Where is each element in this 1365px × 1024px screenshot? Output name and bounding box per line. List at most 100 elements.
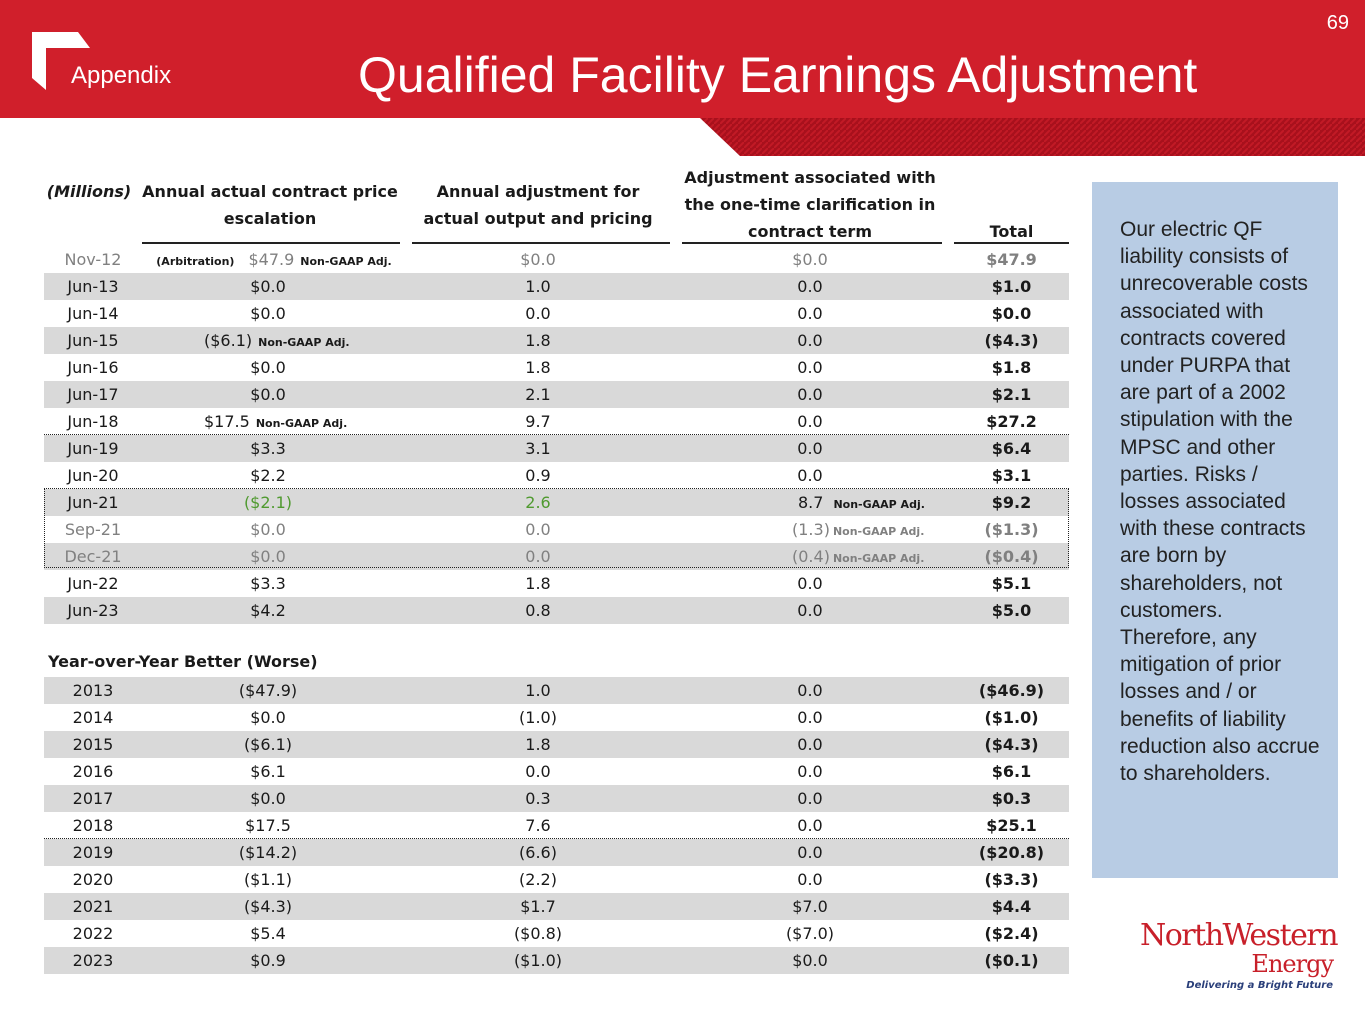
output-cell: 1.8 [525, 574, 551, 593]
period-cell: Jun-16 [67, 358, 119, 377]
output-cell: 0.0 [525, 520, 551, 539]
total-cell: ($4.3) [984, 331, 1039, 350]
total-cell: ($0.1) [984, 951, 1039, 970]
output-cell: 0.0 [525, 304, 551, 323]
price-cell: ($47.9) [238, 681, 298, 700]
period-cell: Jun-18 [67, 412, 119, 431]
price-cell: $17.5 [204, 412, 250, 431]
header-bar: Appendix Qualified Facility Earnings Adj… [0, 0, 1365, 118]
clarification-header-line1: Adjustment associated with [684, 168, 936, 187]
table-row: 2016 $6.1 0.0 0.0 $6.1 [44, 758, 1069, 785]
price-cell: ($6.1) [243, 735, 293, 754]
clarification-cell: 0.0 [797, 277, 823, 296]
period-cell: Jun-22 [67, 574, 119, 593]
table-row: Jun-15 ($6.1) Non-GAAP Adj. 1.8 0.0 ($4.3… [44, 327, 1069, 354]
total-cell: $9.2 [991, 493, 1032, 512]
total-cell: ($4.3) [984, 735, 1039, 754]
price-cell: $0.0 [250, 520, 286, 539]
clarification-cell: 0.0 [797, 762, 823, 781]
total-header: Total [989, 222, 1034, 241]
clarification-cell: 0.0 [797, 331, 823, 350]
clarification-cell: ($7.0) [785, 924, 835, 943]
clarification-cell: (1.3) [792, 520, 830, 539]
page-number: 69 [1326, 12, 1349, 34]
clarification-cell: 0.0 [797, 385, 823, 404]
total-cell: ($0.4) [984, 547, 1039, 566]
total-cell: ($1.0) [984, 708, 1039, 727]
output-cell: (1.0) [519, 708, 557, 727]
table-row: Jun-20 $2.2 0.9 0.0 $3.1 [44, 462, 1069, 489]
period-cell: Nov-12 [64, 250, 122, 269]
table-row: 2018 $17.5 7.6 0.0 $25.1 [44, 812, 1069, 839]
logo-sub: Energy [1251, 950, 1334, 978]
period-cell: Jun-13 [67, 277, 119, 296]
clarification-cell: 0.0 [797, 843, 823, 862]
clarification-cell: 0.0 [797, 735, 823, 754]
non-gaap-note: Non-GAAP Adj. [832, 525, 925, 538]
table-row: 2022 $5.4 ($0.8) ($7.0) ($2.4) [44, 920, 1069, 947]
non-gaap-note: Non-GAAP Adj. [258, 336, 350, 349]
clarification-cell: 8.7 [798, 493, 824, 512]
header-underline [412, 242, 670, 244]
total-cell: $1.8 [991, 358, 1032, 377]
clarification-cell: $0.0 [792, 951, 828, 970]
table-row: 2020 ($1.1) (2.2) 0.0 ($3.3) [44, 866, 1069, 893]
table-row: Jun-21 ($2.1) 2.6 8.7 Non-GAAP Adj. $9.2 [44, 489, 1069, 516]
output-cell: ($1.0) [513, 951, 563, 970]
year-cell: 2016 [72, 762, 114, 781]
decorative-band [700, 118, 1365, 156]
output-cell: 0.9 [525, 466, 551, 485]
table-row: Jun-13 $0.0 1.0 0.0 $1.0 [44, 273, 1069, 300]
total-cell: $25.1 [986, 816, 1037, 835]
clarification-cell: (0.4) [792, 547, 830, 566]
table-row: 2017 $0.0 0.3 0.0 $0.3 [44, 785, 1069, 812]
price-cell: $0.0 [250, 547, 286, 566]
year-cell: 2020 [72, 870, 114, 889]
total-cell: $47.9 [986, 250, 1037, 269]
total-cell: $3.1 [991, 466, 1032, 485]
table-row: Jun-14 $0.0 0.0 0.0 $0.0 [44, 300, 1069, 327]
arbitration-note: (Arbitration) [156, 255, 235, 268]
output-cell: 7.6 [525, 816, 551, 835]
table-row: Jun-19 $3.3 3.1 0.0 $6.4 [44, 435, 1069, 462]
period-cell: Jun-15 [67, 331, 119, 350]
output-cell: (2.2) [519, 870, 557, 889]
clarification-cell: 0.0 [797, 358, 823, 377]
units-header: (Millions) [46, 182, 132, 201]
price-cell: $17.5 [245, 816, 291, 835]
table-row: Sep-21 $0.0 0.0 (1.3) Non-GAAP Adj. ($1.3… [44, 516, 1069, 543]
clarification-cell: 0.0 [797, 681, 823, 700]
price-cell: $2.2 [250, 466, 286, 485]
explanation-text: Our electric QF liability consists of un… [1120, 218, 1320, 786]
price-cell: $3.3 [250, 439, 286, 458]
price-cell: $0.0 [250, 789, 286, 808]
year-cell: 2013 [72, 681, 114, 700]
output-cell: 0.3 [525, 789, 551, 808]
output-cell: 2.6 [525, 493, 551, 512]
period-cell: Jun-19 [67, 439, 119, 458]
output-cell: 1.8 [525, 331, 551, 350]
output-cell: $1.7 [520, 897, 556, 916]
table-row: 2021 ($4.3) $1.7 $7.0 $4.4 [44, 893, 1069, 920]
price-cell: $0.9 [250, 951, 286, 970]
output-cell: 0.8 [525, 601, 551, 620]
price-cell: $47.9 [248, 250, 295, 269]
table-row: Dec-21 $0.0 0.0 (0.4) Non-GAAP Adj. ($0.4… [44, 543, 1069, 570]
price-header-line2: escalation [223, 209, 317, 228]
price-cell: ($14.2) [238, 843, 298, 862]
clarification-cell: 0.0 [797, 412, 823, 431]
total-cell: $0.3 [991, 789, 1032, 808]
price-header-line1: Annual actual contract price [142, 182, 398, 201]
year-cell: 2023 [72, 951, 114, 970]
total-cell: $2.1 [991, 385, 1032, 404]
clarification-cell: $7.0 [792, 897, 828, 916]
output-cell: 0.0 [525, 547, 551, 566]
total-cell: $27.2 [986, 412, 1037, 431]
clarification-cell: 0.0 [797, 439, 823, 458]
year-cell: 2017 [72, 789, 114, 808]
output-header-line1: Annual adjustment for [436, 182, 640, 201]
header-underline [682, 242, 942, 244]
period-cell: Jun-14 [67, 304, 119, 323]
clarification-cell: 0.0 [797, 466, 823, 485]
output-cell: 3.1 [525, 439, 551, 458]
